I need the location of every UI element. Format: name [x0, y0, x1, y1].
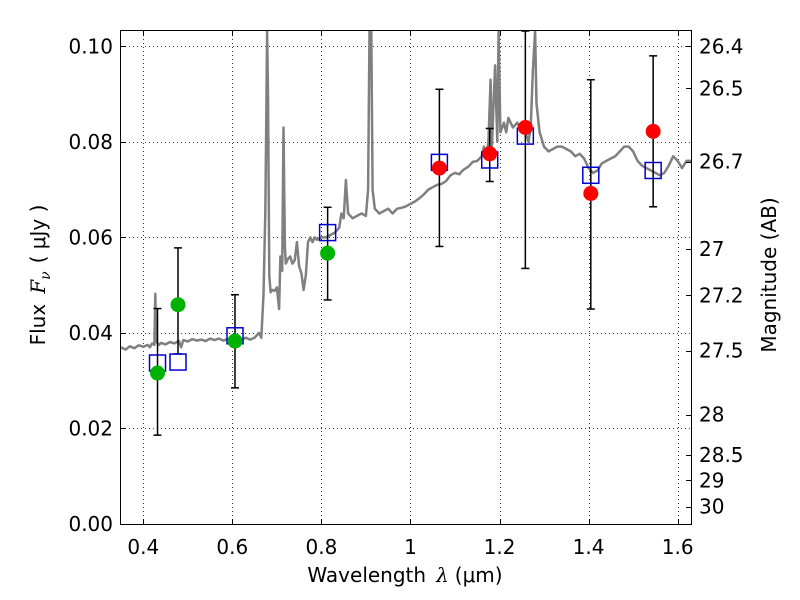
- plot-frame: [120, 30, 692, 525]
- y-axis-label: FluxFν( μJy ): [26, 205, 54, 346]
- plot-area: [121, 31, 691, 436]
- y-tick-label: 0.00: [68, 512, 113, 536]
- y-tick-label: 0.06: [68, 225, 113, 249]
- y2-tick-label: 28.5: [699, 443, 744, 467]
- observed-nir-point: [431, 160, 447, 176]
- y2-tick-label: 26.5: [699, 76, 744, 100]
- model-band-square: [644, 161, 662, 180]
- observed-optical-point: [170, 297, 186, 313]
- x-tick-label: 1.4: [573, 535, 605, 559]
- y2-tick-label: 27.2: [699, 283, 744, 307]
- y2-tick-label: 28: [699, 403, 724, 427]
- observed-nir-point: [517, 119, 533, 135]
- observed-nir-point: [645, 123, 661, 139]
- x-tick-label: 0.4: [127, 535, 159, 559]
- x-axis-label: Wavelength λ (μm): [307, 563, 502, 587]
- x-tick-label: 0.6: [216, 535, 248, 559]
- grid: [121, 31, 691, 524]
- x-tick-label: 1.6: [662, 535, 694, 559]
- y-tick-label: 0.02: [68, 416, 113, 440]
- y2-tick-label: 26.4: [699, 34, 744, 58]
- y-tick-label: 0.10: [68, 34, 113, 58]
- y-tick-label: 0.04: [68, 321, 113, 345]
- observed-optical-point: [227, 333, 243, 349]
- observed-nir-point: [583, 185, 599, 201]
- model-band-square: [582, 166, 600, 185]
- observed-optical-point: [150, 365, 166, 381]
- observed-optical-point: [320, 245, 336, 261]
- model-band-square: [318, 223, 337, 242]
- y-tick-label: 0.08: [68, 130, 113, 154]
- model-spectrum-line: [121, 31, 691, 351]
- y2-tick-label: 27: [699, 237, 724, 261]
- model-band-square: [169, 353, 187, 371]
- y2-tick-label: 29: [699, 468, 724, 492]
- x-tick-label: 1: [404, 535, 417, 559]
- x-tick-label: 1.2: [484, 535, 516, 559]
- observed-nir-point: [482, 146, 498, 162]
- x-tick-label: 0.8: [305, 535, 337, 559]
- y2-tick-label: 30: [699, 495, 724, 519]
- axis-ticks: 0.4 0.6 0.8 1 1.2 1.4 1.6 0.00 0.02 0.04 0.06 0.08 0…: [68, 31, 744, 559]
- y2-axis-label: Magnitude (AB): [757, 197, 781, 352]
- y2-tick-label: 26.7: [699, 150, 744, 174]
- y2-tick-label: 27.5: [699, 339, 744, 363]
